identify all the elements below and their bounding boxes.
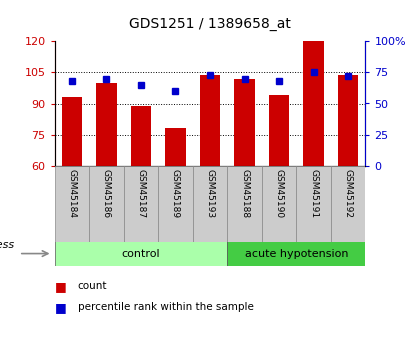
Bar <box>55 241 227 266</box>
Text: count: count <box>78 282 107 291</box>
Text: GSM45193: GSM45193 <box>205 169 215 218</box>
Bar <box>55 166 89 242</box>
Bar <box>61 97 82 166</box>
Text: stress: stress <box>0 240 15 250</box>
Text: GSM45184: GSM45184 <box>67 169 76 218</box>
Bar <box>165 128 186 166</box>
Bar <box>89 166 123 242</box>
Bar <box>227 241 365 266</box>
Text: GSM45187: GSM45187 <box>136 169 145 218</box>
Bar <box>123 166 158 242</box>
Bar <box>297 166 331 242</box>
Text: GSM45188: GSM45188 <box>240 169 249 218</box>
Text: ■: ■ <box>55 300 66 314</box>
Text: GSM45186: GSM45186 <box>102 169 111 218</box>
Bar <box>131 106 151 166</box>
Text: acute hypotension: acute hypotension <box>244 249 348 258</box>
Bar <box>200 75 221 166</box>
Bar <box>269 95 289 166</box>
Bar <box>227 166 262 242</box>
Bar <box>158 166 193 242</box>
Bar <box>234 79 255 166</box>
Bar <box>262 166 297 242</box>
Text: GSM45190: GSM45190 <box>275 169 284 218</box>
Bar <box>331 166 365 242</box>
Bar <box>193 166 227 242</box>
Text: GSM45192: GSM45192 <box>344 169 353 218</box>
Text: GDS1251 / 1389658_at: GDS1251 / 1389658_at <box>129 17 291 31</box>
Text: GSM45191: GSM45191 <box>309 169 318 218</box>
Bar <box>303 41 324 166</box>
Text: control: control <box>122 249 160 258</box>
Text: ■: ■ <box>55 280 66 293</box>
Bar <box>338 75 359 166</box>
Bar <box>96 83 117 166</box>
Text: percentile rank within the sample: percentile rank within the sample <box>78 302 254 312</box>
Text: GSM45189: GSM45189 <box>171 169 180 218</box>
